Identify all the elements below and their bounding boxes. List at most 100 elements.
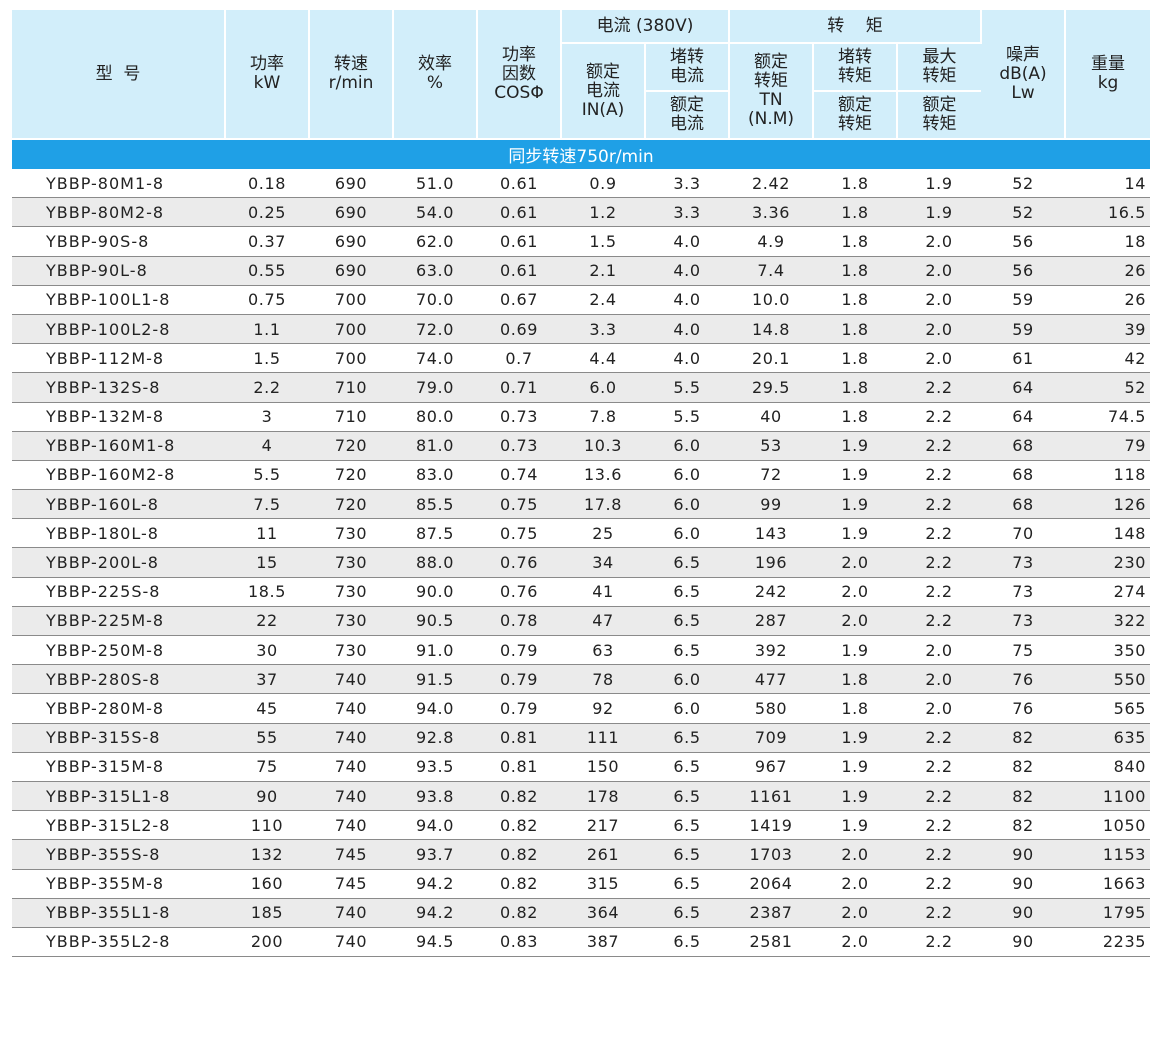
- cell-power-factor: 0.75: [477, 489, 561, 520]
- cell-rated-torque: 196: [729, 547, 813, 578]
- cell-efficiency: 94.5: [393, 927, 477, 958]
- cell-weight: 26: [1065, 285, 1151, 315]
- cell-rated-current: 2.1: [561, 256, 645, 286]
- cell-max-torque-ratio: 2.0: [897, 226, 982, 257]
- cell-max-torque-ratio: 2.2: [897, 839, 982, 870]
- cell-model: YBBP-280S-8: [12, 664, 225, 695]
- cell-power: 132: [225, 839, 309, 870]
- cell-max-torque-ratio: 2.2: [897, 547, 982, 578]
- cell-locked-current-ratio: 4.0: [645, 256, 729, 286]
- cell-power-factor: 0.82: [477, 898, 561, 928]
- cell-rated-current: 7.8: [561, 402, 645, 432]
- cell-locked-current-ratio: 6.5: [645, 781, 729, 812]
- cell-power-factor: 0.82: [477, 810, 561, 841]
- cell-max-torque-ratio: 1.9: [897, 197, 982, 228]
- cell-efficiency: 92.8: [393, 723, 477, 753]
- cell-power-factor: 0.69: [477, 314, 561, 345]
- cell-locked-current-ratio: 4.0: [645, 343, 729, 374]
- cell-max-torque-ratio: 2.2: [897, 402, 982, 432]
- cell-max-torque-ratio: 2.2: [897, 372, 982, 403]
- table-row: YBBP-160M1-8 4 720 81.0 0.73 10.3 6.0 53 1.9 2.2 6…: [12, 431, 1151, 461]
- table-row: YBBP-315S-8 55 740 92.8 0.81 111 6.5 709 1.9 2.2 8…: [12, 723, 1151, 753]
- cell-model: YBBP-80M2-8: [12, 197, 225, 228]
- cell-efficiency: 94.2: [393, 869, 477, 899]
- cell-rated-torque: 242: [729, 577, 813, 607]
- cell-power: 75: [225, 752, 309, 782]
- cell-efficiency: 93.8: [393, 781, 477, 812]
- cell-noise: 76: [981, 664, 1066, 695]
- cell-rated-torque: 40: [729, 402, 813, 432]
- cell-efficiency: 81.0: [393, 431, 477, 461]
- cell-rated-current: 47: [561, 606, 645, 637]
- cell-power: 90: [225, 781, 309, 812]
- cell-noise: 75: [981, 635, 1066, 666]
- cell-locked-current-ratio: 6.0: [645, 518, 729, 549]
- cell-power: 11: [225, 518, 309, 549]
- cell-efficiency: 94.0: [393, 810, 477, 841]
- cell-noise: 82: [981, 781, 1066, 812]
- cell-locked-torque-ratio: 1.9: [813, 431, 897, 461]
- header-rated-torque: 额定 转矩 TN (N.M): [729, 43, 814, 140]
- cell-max-torque-ratio: 2.2: [897, 781, 982, 812]
- section-title: 同步转速750r/min: [12, 139, 1151, 169]
- cell-noise: 82: [981, 752, 1066, 782]
- cell-locked-current-ratio: 5.5: [645, 372, 729, 403]
- cell-weight: 322: [1065, 606, 1151, 637]
- cell-max-torque-ratio: 2.2: [897, 577, 982, 607]
- cell-max-torque-ratio: 2.2: [897, 489, 982, 520]
- cell-power: 1.5: [225, 343, 309, 374]
- cell-rated-torque: 1703: [729, 839, 813, 870]
- cell-power: 22: [225, 606, 309, 637]
- cell-rated-current: 34: [561, 547, 645, 578]
- cell-model: YBBP-132S-8: [12, 372, 225, 403]
- table-row: YBBP-315L1-8 90 740 93.8 0.82 178 6.5 1161 1.9 2.…: [12, 781, 1151, 812]
- cell-rated-torque: 72: [729, 460, 813, 491]
- cell-noise: 52: [981, 169, 1066, 199]
- cell-model: YBBP-355L2-8: [12, 927, 225, 958]
- cell-weight: 39: [1065, 314, 1151, 345]
- cell-speed: 740: [309, 927, 393, 958]
- cell-model: YBBP-355L1-8: [12, 898, 225, 928]
- cell-locked-current-ratio: 6.5: [645, 577, 729, 607]
- cell-locked-torque-ratio: 2.0: [813, 898, 897, 928]
- table-row: YBBP-160M2-8 5.5 720 83.0 0.74 13.6 6.0 72 1.9 2.…: [12, 460, 1151, 491]
- cell-model: YBBP-112M-8: [12, 343, 225, 374]
- cell-efficiency: 54.0: [393, 197, 477, 228]
- cell-power: 15: [225, 547, 309, 578]
- cell-power-factor: 0.61: [477, 256, 561, 286]
- cell-weight: 230: [1065, 547, 1151, 578]
- cell-locked-torque-ratio: 1.8: [813, 285, 897, 315]
- cell-efficiency: 90.0: [393, 577, 477, 607]
- cell-locked-current-ratio: 3.3: [645, 169, 729, 199]
- cell-locked-torque-ratio: 2.0: [813, 869, 897, 899]
- cell-power-factor: 0.81: [477, 723, 561, 753]
- cell-noise: 56: [981, 256, 1066, 286]
- cell-speed: 740: [309, 693, 393, 724]
- table-row: YBBP-80M2-8 0.25 690 54.0 0.61 1.2 3.3 3.36 1.8 1…: [12, 197, 1151, 228]
- cell-rated-torque: 709: [729, 723, 813, 753]
- table-row: YBBP-112M-8 1.5 700 74.0 0.7 4.4 4.0 20.1 1.8 2.0…: [12, 343, 1151, 374]
- cell-max-torque-ratio: 2.0: [897, 314, 982, 345]
- cell-max-torque-ratio: 2.2: [897, 752, 982, 782]
- cell-rated-current: 6.0: [561, 372, 645, 403]
- cell-power-factor: 0.82: [477, 839, 561, 870]
- cell-locked-torque-ratio: 1.8: [813, 314, 897, 345]
- spec-table-container: 型 号 功率 kW 转速 r/min 效率% 功率 因数 COSΦ 电流 (380V) …: [12, 10, 1151, 958]
- cell-weight: 350: [1065, 635, 1151, 666]
- cell-rated-torque: 2387: [729, 898, 813, 928]
- cell-locked-current-ratio: 6.0: [645, 460, 729, 491]
- cell-rated-current: 387: [561, 927, 645, 958]
- cell-locked-current-ratio: 6.5: [645, 606, 729, 637]
- cell-locked-current-ratio: 6.0: [645, 693, 729, 724]
- cell-locked-current-ratio: 4.0: [645, 285, 729, 315]
- cell-efficiency: 91.0: [393, 635, 477, 666]
- cell-rated-current: 63: [561, 635, 645, 666]
- cell-rated-current: 178: [561, 781, 645, 812]
- cell-rated-current: 315: [561, 869, 645, 899]
- cell-rated-torque: 53: [729, 431, 813, 461]
- cell-weight: 1795: [1065, 898, 1151, 928]
- cell-model: YBBP-225M-8: [12, 606, 225, 637]
- table-row: YBBP-100L1-8 0.75 700 70.0 0.67 2.4 4.0 10.0 1.8…: [12, 285, 1151, 315]
- cell-speed: 700: [309, 285, 393, 315]
- cell-locked-current-ratio: 4.0: [645, 226, 729, 257]
